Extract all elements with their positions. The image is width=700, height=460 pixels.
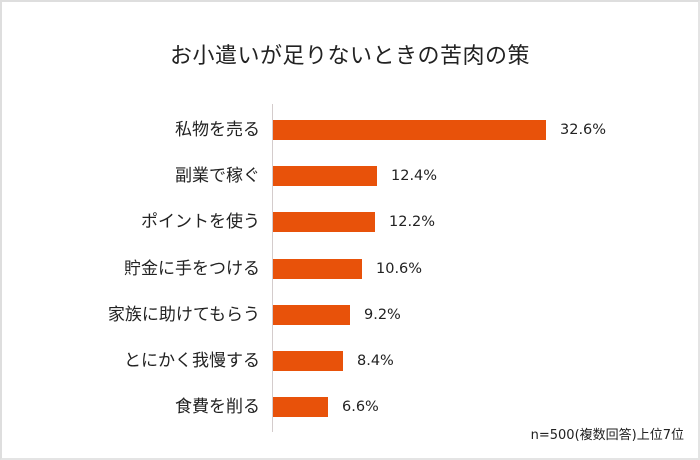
category-label: とにかく我慢する <box>124 351 260 371</box>
value-label: 9.2% <box>364 306 401 323</box>
category-label: 私物を売る <box>175 120 260 140</box>
y-axis-line <box>272 104 273 432</box>
bar <box>273 397 328 418</box>
bar <box>273 258 362 279</box>
bar <box>273 351 343 371</box>
value-label: 10.6% <box>376 260 423 277</box>
category-label: 食費を削る <box>175 397 260 418</box>
value-label: 32.6% <box>560 122 607 138</box>
bar-row: とにかく我慢する 8.4% <box>0 350 700 372</box>
category-label: 家族に助けてもらう <box>107 304 260 325</box>
bar <box>273 212 375 233</box>
bar <box>273 304 350 325</box>
chart-title: お小遣いが足りないときの苦肉の策 <box>169 44 530 69</box>
bar-row: ポイントを使う 12.2% <box>0 211 700 233</box>
bar <box>273 166 377 187</box>
category-label: 貯金に手をつける <box>124 258 260 279</box>
bar-row: 貯金に手をつける 10.6% <box>0 258 700 280</box>
value-label: 12.4% <box>391 168 438 185</box>
bar-row: 副業で稼ぐ 12.4% <box>0 165 700 187</box>
sample-note: n=500(複数回答)上位7位 <box>530 428 684 443</box>
bar-row: 私物を売る 32.6% <box>0 119 700 141</box>
value-label: 6.6% <box>342 399 379 416</box>
category-label: 副業で稼ぐ <box>175 166 260 187</box>
bar-row: 食費を削る 6.6% <box>0 396 700 418</box>
bar <box>273 120 546 140</box>
category-label: ポイントを使う <box>141 212 260 233</box>
value-label: 8.4% <box>357 353 394 369</box>
bar-row: 家族に助けてもらう 9.2% <box>0 304 700 326</box>
value-label: 12.2% <box>389 214 436 231</box>
